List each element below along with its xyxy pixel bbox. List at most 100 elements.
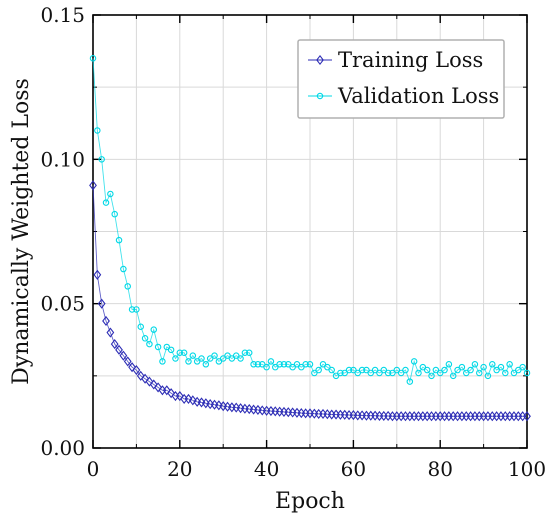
data-point <box>467 366 474 374</box>
data-point <box>402 366 409 374</box>
data-point <box>376 369 383 377</box>
data-point <box>449 372 457 380</box>
data-point <box>315 366 322 374</box>
data-point <box>337 369 344 377</box>
x-tick-label: 0 <box>87 457 100 481</box>
data-point <box>254 361 262 368</box>
y-tick-label: 0.05 <box>40 292 85 316</box>
data-point <box>506 361 513 368</box>
data-point <box>98 156 105 163</box>
data-point <box>115 344 123 355</box>
data-point <box>215 358 223 365</box>
legend-item: Validation Loss <box>308 84 499 108</box>
x-tick-label: 80 <box>427 457 452 481</box>
data-point <box>389 369 396 377</box>
data-point <box>489 361 496 368</box>
data-point <box>493 366 500 374</box>
data-point <box>428 372 435 380</box>
data-point <box>141 335 149 342</box>
data-point <box>136 370 145 381</box>
legend-item: Training Loss <box>308 48 483 72</box>
data-point <box>89 55 97 62</box>
data-point <box>384 369 392 377</box>
data-point <box>154 343 162 351</box>
x-tick-label: 100 <box>508 457 546 481</box>
data-point <box>180 349 188 356</box>
series-layer <box>89 55 531 422</box>
data-point <box>128 362 136 373</box>
data-point <box>245 349 253 356</box>
data-point <box>124 283 131 290</box>
axes-layer: 0 20 40 60 80 100 0.00 0.05 0.10 0.15 <box>40 3 546 481</box>
data-point <box>419 363 427 371</box>
data-point <box>149 379 158 390</box>
data-point <box>276 361 283 368</box>
data-point <box>484 372 492 380</box>
data-point <box>302 361 309 368</box>
data-point <box>188 395 197 406</box>
data-point <box>184 393 193 404</box>
legend-box <box>297 39 505 119</box>
series-validation-loss <box>89 55 531 385</box>
data-point <box>502 369 509 377</box>
data-point <box>319 361 327 368</box>
data-point <box>445 361 453 368</box>
data-point <box>436 369 444 377</box>
data-point <box>97 298 106 309</box>
data-point <box>441 366 448 374</box>
legend: Training Loss Validation Loss <box>297 39 505 119</box>
series-training-loss <box>89 180 531 422</box>
data-point <box>228 355 236 362</box>
data-point <box>128 306 136 313</box>
data-point <box>263 363 270 371</box>
legend-label: Training Loss <box>338 48 483 72</box>
data-point <box>107 190 114 198</box>
data-point <box>250 361 257 368</box>
data-point <box>289 363 296 371</box>
data-point <box>350 366 357 374</box>
data-point <box>106 327 115 338</box>
data-point <box>363 366 370 374</box>
data-point <box>219 355 227 362</box>
data-point <box>415 369 422 377</box>
data-point <box>476 369 483 377</box>
data-point <box>341 369 348 377</box>
data-point <box>133 306 140 313</box>
data-point <box>167 388 176 399</box>
data-point <box>175 390 184 402</box>
y-tick-label: 0.00 <box>40 436 85 460</box>
data-point <box>285 361 292 368</box>
legend-items: Training Loss Validation Loss <box>308 48 499 108</box>
data-point <box>332 372 340 380</box>
data-point <box>354 369 361 377</box>
data-point <box>89 180 97 191</box>
data-point <box>197 397 206 408</box>
data-point <box>145 376 154 387</box>
data-point <box>241 349 249 356</box>
data-point <box>206 355 214 362</box>
data-point <box>328 366 335 374</box>
data-point <box>406 378 414 385</box>
data-point <box>93 269 102 280</box>
data-point <box>519 363 526 371</box>
data-point <box>102 199 110 206</box>
x-tick-label: 20 <box>167 457 192 481</box>
data-point <box>293 361 301 368</box>
data-point <box>211 352 218 359</box>
data-point <box>480 363 487 371</box>
data-point <box>224 352 231 359</box>
data-point <box>510 369 518 377</box>
y-tick-label: 0.15 <box>40 3 85 27</box>
data-point <box>345 366 353 374</box>
data-point <box>523 411 531 422</box>
data-point <box>163 343 171 351</box>
data-point <box>141 373 149 384</box>
data-point <box>458 363 466 371</box>
circle-marker-icon <box>316 92 324 100</box>
data-point <box>202 361 210 368</box>
data-point <box>410 358 418 365</box>
data-point <box>162 385 171 396</box>
data-point <box>115 236 123 244</box>
data-point <box>193 358 201 365</box>
